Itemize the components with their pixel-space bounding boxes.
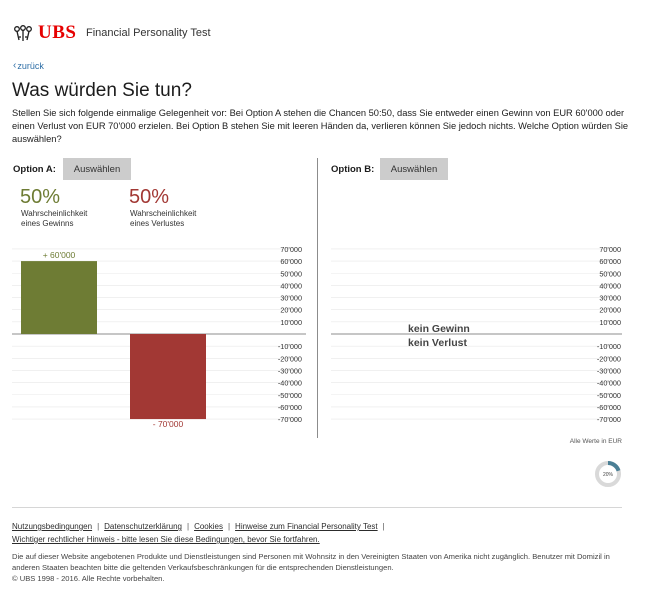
app-title: Financial Personality Test [86,27,211,39]
footer-divider [12,507,622,508]
option-b-no-loss-label: kein Verlust [408,337,467,349]
option-b-axis-tick-label: 70'000 [599,245,621,254]
footer-links: Nutzungsbedingungen | Datenschutzerklärung… [12,520,632,546]
option-b-no-gain-label: kein Gewinn [408,323,470,335]
footer-link-privacy[interactable]: Datenschutzerklärung [104,522,182,531]
win-caption-line-2: eines Gewinns [21,219,74,228]
footer-copyright: © UBS 1998 - 2016. Alle Rechte vorbehalt… [12,574,165,583]
option-b-axis-tick-label: 40'000 [599,281,621,290]
option-a-axis-tick-label: -50'000 [278,391,302,400]
chart-note: Alle Werte in EUR [569,438,622,445]
loss-bar-label: - 70'000 [153,419,184,429]
loss-probability: 50% [129,186,170,208]
option-b-axis-tick-label: -30'000 [597,366,621,375]
gain-bar-label: + 60'000 [43,250,76,260]
option-a-axis-tick-label: 40'000 [280,281,302,290]
option-b-axis-tick-label: 10'000 [599,318,621,327]
loss-bar [130,334,206,420]
option-b-select-button[interactable]: Auswählen [380,158,448,180]
options-divider [317,158,318,438]
option-b-axis-tick-label: -50'000 [597,391,621,400]
ubs-logo[interactable]: UBS [13,22,77,43]
footer-link-terms[interactable]: Nutzungsbedingungen [12,522,93,531]
option-a-axis-tick-label: -60'000 [278,403,302,412]
footer-disclaimer: Die auf dieser Website angebotenen Produ… [12,552,610,572]
win-probability-caption: Wahrscheinlichkeit eines Gewinns [21,209,87,229]
option-a-axis-tick-label: -40'000 [278,379,302,388]
option-b-axis-tick-label: -20'000 [597,354,621,363]
footer-separator: | [382,522,385,531]
ubs-keys-icon [14,24,32,41]
progress-fill [595,461,621,487]
footer-separator: | [186,522,190,531]
option-a-axis-tick-label: -30'000 [278,366,302,375]
option-b-axis-tick-label: 20'000 [599,306,621,315]
footer-link-cookies[interactable]: Cookies [194,522,223,531]
option-a-axis-tick-label: 20'000 [280,306,302,315]
gain-bar [21,261,97,334]
option-a-axis-tick-label: 30'000 [280,294,302,303]
win-caption-line-1: Wahrscheinlichkeit [21,209,88,218]
option-a-axis-tick-label: -10'000 [278,342,302,351]
loss-caption-line-2: eines Verlustes [130,219,185,228]
option-a-axis-tick-label: 60'000 [280,257,302,266]
page-title: Was würden Sie tun? [12,80,192,101]
option-a-axis-tick-label: -70'000 [278,415,302,424]
progress-label: 20% [603,472,614,478]
option-a-axis-tick-label: 10'000 [280,318,302,327]
footer-separator: | [227,522,231,531]
option-b-axis-tick-label: -40'000 [597,379,621,388]
question-text: Stellen Sie sich folgende einmalige Gele… [12,108,629,144]
option-b-axis-tick-label: 60'000 [599,257,621,266]
option-b-axis-tick-label: 50'000 [599,269,621,278]
back-link[interactable]: ‹ zurück [13,60,44,71]
win-probability: 50% [20,186,61,208]
back-link-label: zurück [17,60,44,71]
loss-probability-caption: Wahrscheinlichkeit eines Verlustes [130,209,196,229]
option-a-axis-tick-label: -20'000 [278,354,302,363]
brand-name: UBS [38,22,77,43]
option-b-label: Option B: [331,164,375,175]
footer-link-test-notes[interactable]: Hinweise zum Financial Personality Test [235,522,378,531]
option-a-label: Option A: [13,164,56,175]
option-b-axis-tick-label: -60'000 [597,403,621,412]
loss-caption-line-1: Wahrscheinlichkeit [130,209,197,218]
footer-link-legal[interactable]: Wichtiger rechtlicher Hinweis - bitte le… [12,535,320,544]
option-a-axis-tick-label: 50'000 [280,269,302,278]
option-a-select-button[interactable]: Auswählen [63,158,131,180]
footer-separator: | [97,522,100,531]
progress-ring: 20% [595,461,621,487]
option-b-axis-tick-label: 30'000 [599,294,621,303]
chevron-left-icon: ‹ [13,60,17,71]
option-a-axis-tick-label: 70'000 [280,245,302,254]
option-b-axis-tick-label: -70'000 [597,415,621,424]
option-b-axis-tick-label: -10'000 [597,342,621,351]
